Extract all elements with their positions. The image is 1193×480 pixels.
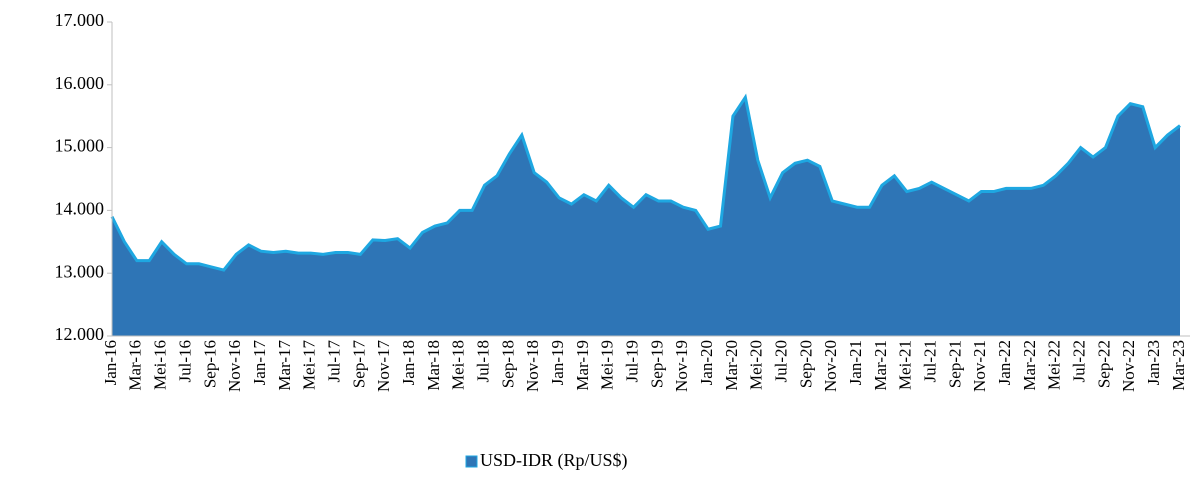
y-tick-label: 12.000 [55, 324, 105, 344]
x-tick-label: Mar-22 [1020, 340, 1039, 391]
x-tick-label: Mei-18 [449, 340, 468, 390]
x-tick-label: Jul-21 [921, 340, 940, 383]
x-tick-label: Mei-17 [300, 340, 319, 391]
y-tick-label: 13.000 [55, 261, 105, 281]
x-tick-label: Mei-20 [747, 340, 766, 390]
y-tick-label: 14.000 [55, 199, 105, 219]
x-tick-label: Mar-21 [871, 340, 890, 391]
x-tick-label: Nov-19 [672, 340, 691, 392]
x-tick-label: Mei-22 [1045, 340, 1064, 390]
x-tick-label: Mar-20 [722, 340, 741, 391]
x-tick-label: Sep-21 [945, 340, 964, 388]
x-tick-label: Sep-16 [200, 340, 219, 388]
legend-swatch [465, 455, 478, 468]
x-tick-label: Jul-20 [772, 340, 791, 383]
x-tick-label: Mar-19 [573, 340, 592, 391]
x-tick-label: Sep-17 [349, 340, 368, 389]
x-tick-label: Jan-16 [101, 340, 120, 385]
area [112, 97, 1180, 336]
x-tick-label: Jan-19 [548, 340, 567, 385]
x-tick-label: Jul-19 [622, 340, 641, 383]
legend-label: USD-IDR (Rp/US$) [480, 450, 628, 471]
x-tick-label: Sep-18 [498, 340, 517, 388]
x-tick-label: Mar-18 [424, 340, 443, 391]
x-tick-label: Jan-22 [995, 340, 1014, 385]
x-tick-label: Mei-19 [598, 340, 617, 390]
area-edge [110, 93, 1181, 272]
x-tick-label: Jan-18 [399, 340, 418, 385]
x-tick-label: Nov-16 [225, 340, 244, 392]
x-tick-label: Nov-22 [1119, 340, 1138, 392]
x-tick-label: Mei-16 [151, 340, 170, 390]
y-tick-label: 15.000 [55, 136, 105, 156]
x-tick-label: Jan-17 [250, 340, 269, 386]
x-tick-label: Nov-20 [821, 340, 840, 392]
x-tick-label: Jul-16 [175, 340, 194, 383]
y-tick-label: 16.000 [55, 73, 105, 93]
x-tick-label: Sep-19 [647, 340, 666, 388]
x-tick-label: Sep-22 [1094, 340, 1113, 388]
x-tick-label: Jul-22 [1070, 340, 1089, 383]
x-tick-label: Mar-16 [126, 340, 145, 391]
x-tick-label: Jul-17 [324, 340, 343, 383]
x-tick-label: Jan-21 [846, 340, 865, 385]
x-tick-label: Nov-17 [374, 340, 393, 392]
x-tick-label: Nov-18 [523, 340, 542, 392]
x-tick-label: Jul-18 [473, 340, 492, 383]
x-tick-label: Sep-20 [796, 340, 815, 388]
x-tick-label: Mei-21 [896, 340, 915, 390]
x-tick-label: Jan-20 [697, 340, 716, 385]
x-tick-label: Mar-23 [1169, 340, 1188, 391]
x-tick-label: Nov-21 [970, 340, 989, 392]
x-tick-label: Jan-23 [1144, 340, 1163, 385]
x-tick-label: Mar-17 [275, 340, 294, 391]
y-tick-label: 17.000 [55, 10, 105, 30]
